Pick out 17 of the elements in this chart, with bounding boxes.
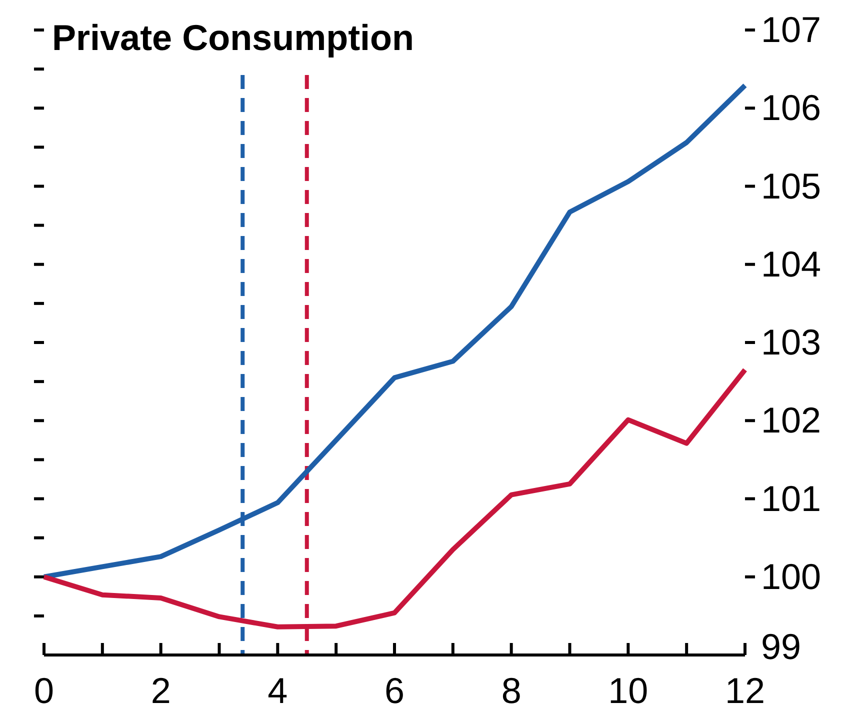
x-tick-label: 10 — [608, 670, 648, 711]
x-tick-label: 12 — [724, 670, 766, 711]
y-tick-label: 101 — [761, 478, 822, 519]
y-tick-label: 104 — [761, 243, 822, 284]
y-tick-label: 105 — [761, 165, 822, 206]
x-tick-label: 0 — [34, 670, 54, 711]
x-tick-label: 6 — [384, 670, 405, 711]
x-tick-label: 2 — [150, 670, 171, 711]
x-tick-label: 8 — [501, 670, 522, 711]
y-tick-label: 100 — [761, 556, 822, 597]
y-tick-label: 106 — [761, 87, 822, 128]
y-tick-label: 99 — [761, 626, 802, 667]
y-tick-label: 102 — [761, 400, 822, 441]
x-tick-label: 4 — [268, 670, 288, 711]
y-tick-label: 103 — [761, 322, 822, 362]
chart-title: Private Consumption — [52, 17, 414, 58]
y-tick-label: 107 — [761, 9, 822, 50]
